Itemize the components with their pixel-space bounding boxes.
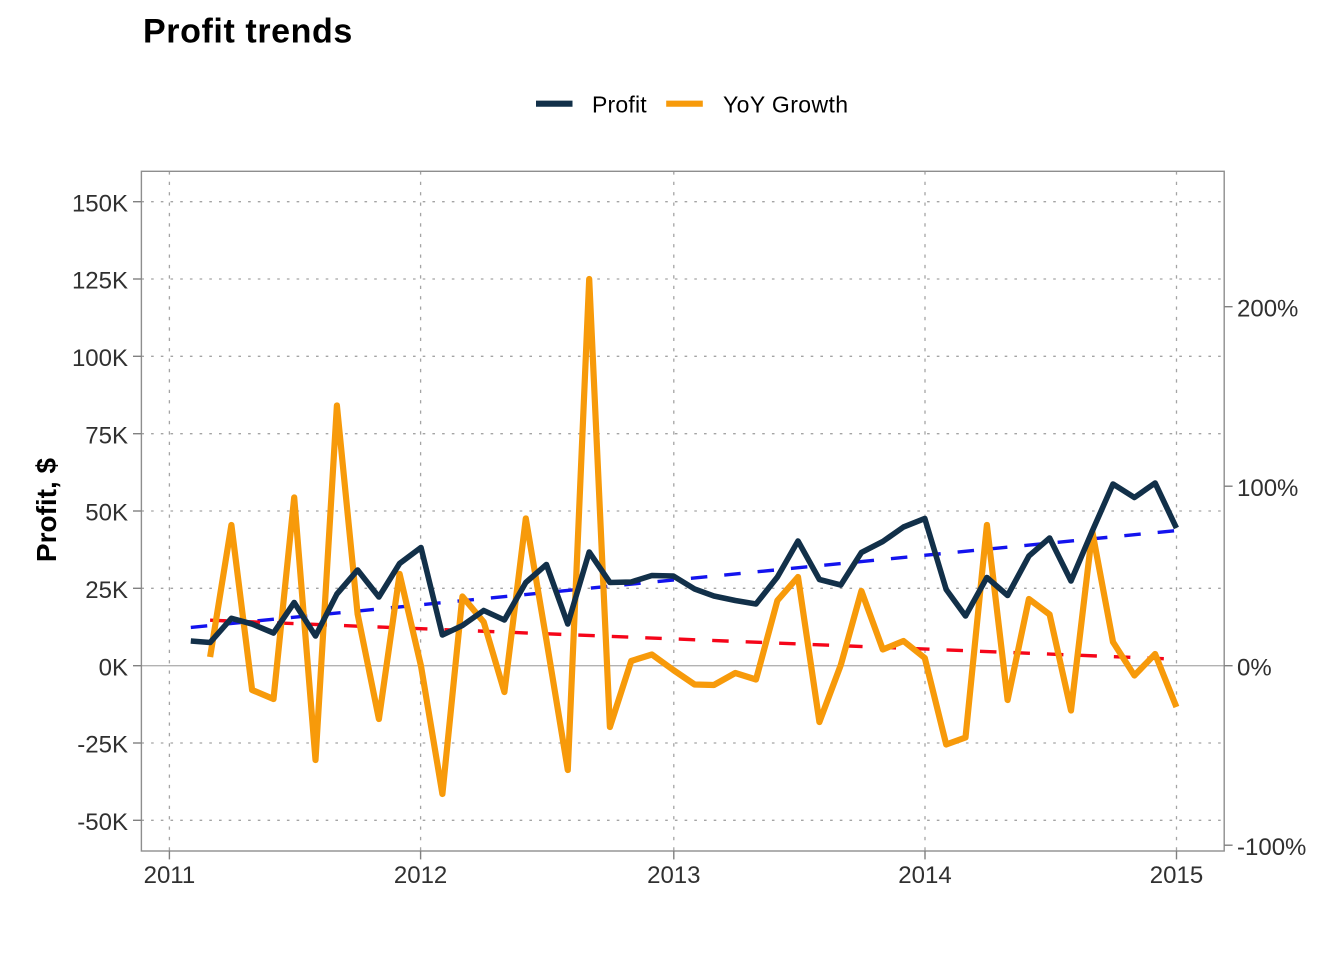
svg-text:25K: 25K <box>85 577 128 604</box>
svg-text:YoY Growth: YoY Growth <box>723 92 848 118</box>
svg-text:100K: 100K <box>72 345 128 372</box>
svg-text:-25K: -25K <box>77 732 128 759</box>
svg-text:100%: 100% <box>1237 475 1298 502</box>
svg-text:Profit trends: Profit trends <box>143 13 353 51</box>
svg-text:Profit, $: Profit, $ <box>31 457 62 562</box>
svg-text:2015: 2015 <box>1150 862 1203 889</box>
svg-text:Profit: Profit <box>592 92 647 118</box>
svg-text:2011: 2011 <box>144 862 196 889</box>
svg-text:2013: 2013 <box>647 862 700 889</box>
svg-text:150K: 150K <box>72 190 128 217</box>
svg-text:2014: 2014 <box>898 862 951 889</box>
svg-text:-50K: -50K <box>77 809 128 836</box>
svg-text:-100%: -100% <box>1237 834 1306 861</box>
svg-text:0%: 0% <box>1237 655 1272 682</box>
svg-text:200%: 200% <box>1237 296 1298 323</box>
svg-text:2012: 2012 <box>394 862 447 889</box>
svg-text:75K: 75K <box>85 422 128 449</box>
svg-text:50K: 50K <box>85 500 128 527</box>
svg-text:125K: 125K <box>72 268 128 295</box>
svg-text:0K: 0K <box>99 654 128 681</box>
